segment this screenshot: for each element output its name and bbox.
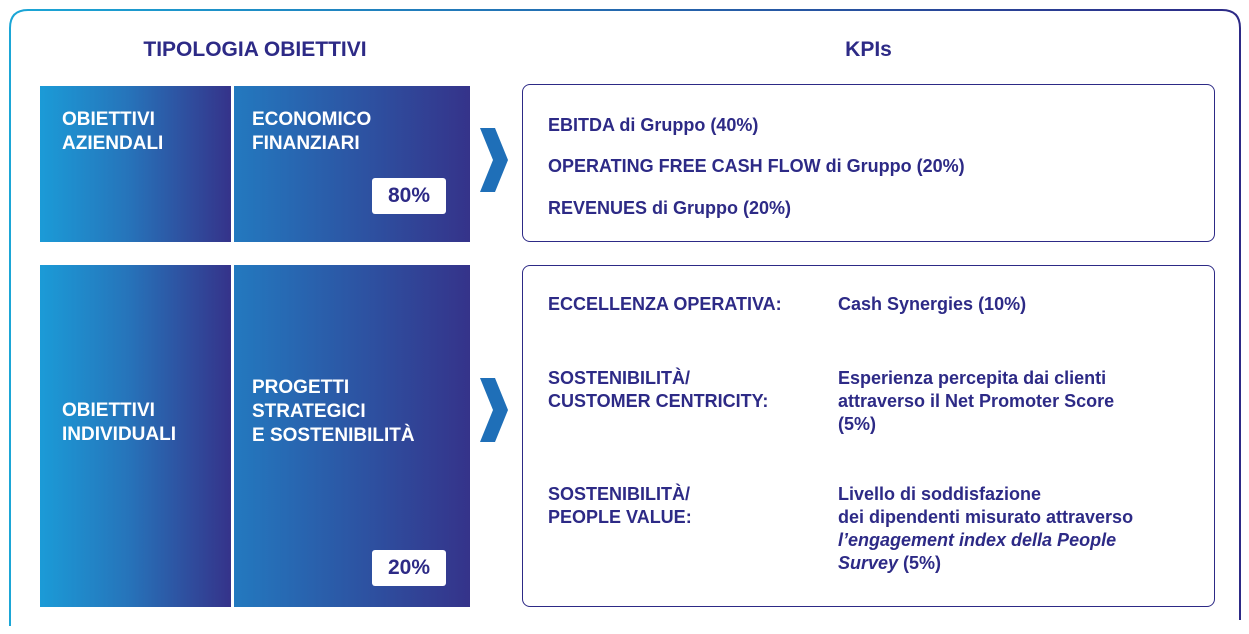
- chevron: [480, 128, 508, 192]
- kpi-label: SOSTENIBILITÀ/PEOPLE VALUE:: [548, 483, 692, 529]
- text-segment: l’engagement index della People: [838, 530, 1117, 550]
- text-segment: dei dipendenti misurato attraverso: [838, 507, 1134, 527]
- kpi-description: Esperienza percepita dai clienti attraver…: [838, 367, 1114, 436]
- group-label: OBIETTIVI: [62, 109, 155, 130]
- kpi-label-line: PEOPLE VALUE:: [548, 507, 692, 527]
- kpi-description-line: l’engagement index della People: [838, 529, 1133, 552]
- outer-border: [9, 9, 1241, 626]
- text-segment: Esperienza percepita dai clienti: [838, 368, 1107, 388]
- kpi-description: Cash Synergies (10%): [838, 293, 1026, 316]
- text-segment: attraverso il Net Promoter Score: [838, 391, 1115, 411]
- group-cell: OBIETTIVI INDIVIDUALI: [40, 265, 231, 607]
- group-label: AZIENDALI: [62, 133, 164, 154]
- chevron: [480, 378, 508, 442]
- group-label: OBIETTIVI: [62, 400, 155, 421]
- kpi-box: EBITDA di Gruppo (40%) OPERATING FREE CA…: [522, 84, 1215, 242]
- kpi-description-line: attraverso il Net Promoter Score: [838, 390, 1114, 413]
- kpi-label: ECCELLENZA OPERATIVA:: [548, 293, 782, 316]
- right-title: KPIs: [845, 38, 892, 61]
- kpi-label-line: SOSTENIBILITÀ/: [548, 368, 691, 388]
- kpi-description-line: dei dipendenti misurato attraverso: [838, 506, 1133, 529]
- text-segment: (5%): [898, 553, 942, 573]
- left-title: TIPOLOGIA OBIETTIVI: [143, 38, 367, 61]
- kpi: OPERATING FREE CASH FLOW di Gruppo (20%): [548, 156, 965, 176]
- type-cell: PROGETTI STRATEGICI E SOSTENIBILITÀ 20%: [234, 265, 470, 607]
- text-segment: Survey: [838, 553, 899, 573]
- kpi-description-line: Cash Synergies (10%): [838, 293, 1026, 316]
- kpi: REVENUES di Gruppo (20%): [548, 198, 792, 218]
- type-label: ECONOMICO: [252, 109, 372, 130]
- text-segment: Livello di soddisfazione: [838, 484, 1042, 504]
- group-cell: OBIETTIVI AZIENDALI: [40, 86, 231, 242]
- type-label: FINANZIARI: [252, 133, 360, 154]
- kpi-label-line: CUSTOMER CENTRICITY:: [548, 391, 769, 411]
- text-segment: (5%): [838, 414, 877, 434]
- kpi-label-line: ECCELLENZA OPERATIVA:: [548, 294, 782, 314]
- kpi-description-line: (5%): [838, 413, 1114, 436]
- kpi-description-line: Esperienza percepita dai clienti: [838, 367, 1114, 390]
- type-label: E SOSTENIBILITÀ: [252, 425, 415, 446]
- kpi-description: Livello di soddisfazione dei dipendenti m…: [838, 483, 1133, 575]
- kpi-description-line: Survey (5%): [838, 552, 1133, 575]
- kpi-box: ECCELLENZA OPERATIVA: Cash Synergies (10%…: [522, 265, 1215, 607]
- kpi: EBITDA di Gruppo (40%): [548, 115, 759, 135]
- type-label: STRATEGICI: [252, 401, 366, 422]
- kpi-label-line: SOSTENIBILITÀ/: [548, 484, 691, 504]
- weight: 80%: [372, 178, 446, 214]
- kpi-label: SOSTENIBILITÀ/CUSTOMER CENTRICITY:: [548, 367, 768, 413]
- weight: 20%: [372, 550, 446, 586]
- type-cell: ECONOMICO FINANZIARI 80%: [234, 86, 470, 242]
- type-label: PROGETTI: [252, 377, 350, 398]
- kpi-description-line: Livello di soddisfazione: [838, 483, 1133, 506]
- group-label: INDIVIDUALI: [62, 424, 176, 445]
- text-segment: Cash Synergies (10%): [838, 294, 1027, 314]
